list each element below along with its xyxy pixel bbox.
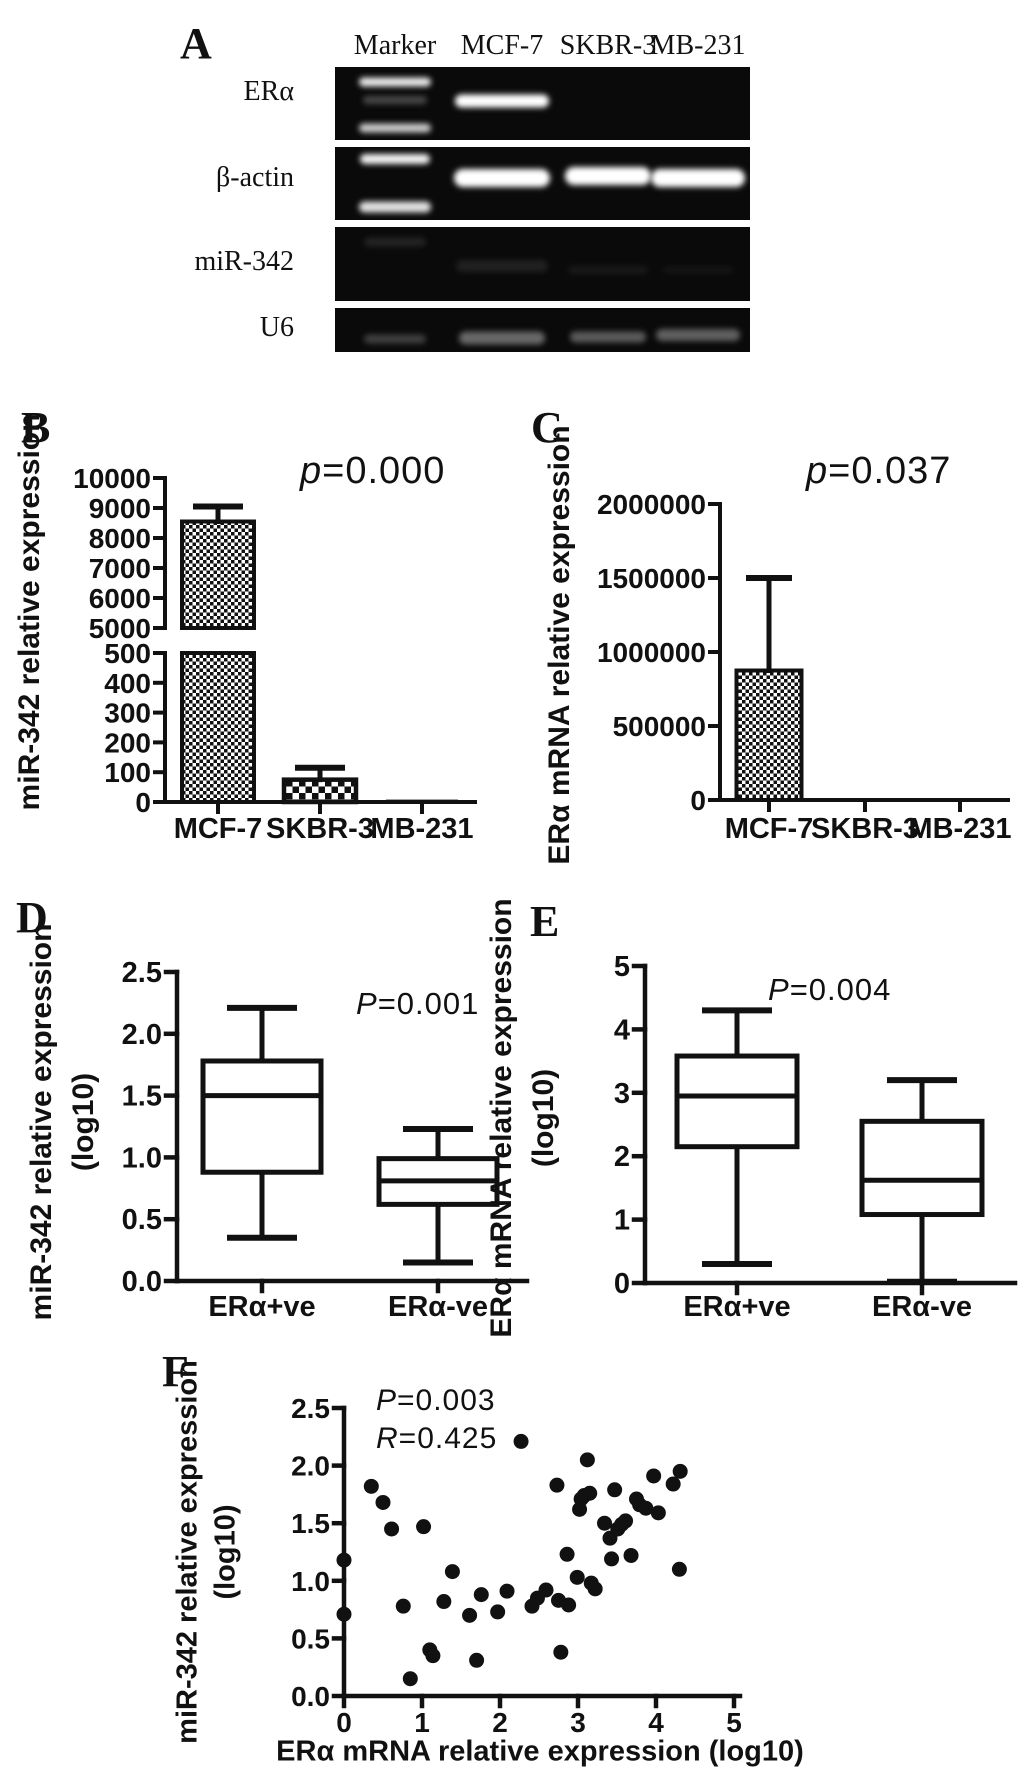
panel-b-ylabel: miR-342 relative expression (13, 413, 46, 811)
svg-text:100: 100 (104, 757, 151, 788)
panel-f-p-symbol: P (376, 1384, 398, 1417)
svg-text:2000000: 2000000 (597, 489, 706, 520)
panel-d-p-number: =0.001 (377, 986, 480, 1021)
svg-text:2.5: 2.5 (291, 1393, 330, 1424)
gel-row-label-bactin: β-actin (216, 162, 294, 193)
gel-row-label-u6: U6 (259, 312, 294, 343)
svg-text:3: 3 (570, 1707, 586, 1738)
svg-text:4: 4 (614, 1014, 630, 1046)
svg-text:9000: 9000 (89, 493, 151, 524)
panel-e-ylabel-line2: (log10) (527, 1068, 560, 1168)
svg-text:ERα-ve: ERα-ve (388, 1291, 488, 1323)
panel-f-r-symbol: R (376, 1422, 399, 1455)
svg-text:1: 1 (614, 1205, 630, 1237)
panel-c-pvalue: p=0.037 (806, 450, 951, 493)
svg-text:SKBR-3: SKBR-3 (266, 813, 374, 845)
svg-text:200: 200 (104, 727, 151, 758)
svg-text:400: 400 (104, 668, 151, 699)
panel-e-p-number: =0.004 (789, 972, 892, 1007)
panel-b-p-symbol: p (300, 450, 323, 492)
svg-text:0.0: 0.0 (122, 1266, 162, 1298)
gel-row-label-era: ERα (243, 76, 294, 107)
gel-lane-label-marker: Marker (353, 30, 437, 61)
svg-text:5: 5 (614, 951, 630, 983)
svg-text:6000: 6000 (89, 583, 151, 614)
panel-f-rvalue: R=0.425 (376, 1422, 497, 1456)
svg-text:ERα+ve: ERα+ve (683, 1291, 790, 1323)
svg-text:2: 2 (492, 1707, 508, 1738)
svg-text:500: 500 (104, 638, 151, 669)
svg-text:0.5: 0.5 (291, 1623, 330, 1654)
svg-text:1.0: 1.0 (122, 1142, 162, 1174)
gel-image (335, 67, 750, 352)
panel-d-letter: D (16, 893, 48, 942)
svg-text:5000: 5000 (89, 613, 151, 644)
svg-text:10000: 10000 (73, 463, 151, 494)
panel-b-p-number: =0.000 (322, 450, 446, 492)
svg-text:1000000: 1000000 (597, 637, 706, 668)
svg-text:1.5: 1.5 (122, 1081, 162, 1113)
panel-f-letter: F (162, 1347, 189, 1396)
svg-text:ERα+ve: ERα+ve (208, 1291, 315, 1323)
panel-e-letter: E (530, 897, 560, 946)
svg-text:0: 0 (336, 1707, 352, 1738)
svg-text:7000: 7000 (89, 553, 151, 584)
gel-lane-label-skbr3: SKBR-3 (559, 30, 657, 61)
panel-c-p-number: =0.037 (828, 450, 952, 492)
svg-text:300: 300 (104, 698, 151, 729)
svg-text:SKBR-3: SKBR-3 (811, 813, 919, 845)
charts: 5000600070008000900010000010020030040050… (73, 463, 1018, 1738)
panel-f-r-number: =0.425 (398, 1422, 498, 1455)
svg-text:0: 0 (690, 785, 706, 816)
panel-e-pvalue: P=0.004 (768, 972, 891, 1008)
svg-text:2: 2 (614, 1141, 630, 1173)
svg-text:5: 5 (726, 1707, 742, 1738)
panel-f-ylabel-line2: (log10) (209, 1504, 242, 1600)
panel-c-ylabel: ERα mRNA relative expression (543, 425, 576, 865)
panel-e-p-symbol: P (768, 972, 790, 1007)
svg-text:2.5: 2.5 (122, 957, 162, 989)
svg-text:1500000: 1500000 (597, 563, 706, 594)
panel-b-letter: B (21, 403, 51, 452)
panel-b-pvalue: p=0.000 (300, 450, 445, 493)
svg-text:1: 1 (414, 1707, 430, 1738)
panel-e-ylabel-line1: ERα mRNA relative expression (485, 898, 518, 1338)
panel-a-letter: A (180, 19, 212, 68)
gel-lane-label-mcf7: MCF-7 (460, 30, 544, 61)
svg-text:MB-231: MB-231 (370, 813, 473, 845)
panel-d-p-symbol: P (356, 986, 378, 1021)
svg-text:ERα-ve: ERα-ve (872, 1291, 972, 1323)
svg-text:MB-231: MB-231 (908, 813, 1011, 845)
svg-text:2.0: 2.0 (122, 1019, 162, 1051)
gel-row-label-mir342: miR-342 (194, 246, 294, 277)
svg-text:1.0: 1.0 (291, 1566, 330, 1597)
svg-text:4: 4 (648, 1707, 664, 1738)
gel-lane-label-mb231: MB-231 (650, 30, 746, 61)
panel-d-pvalue: P=0.001 (356, 986, 479, 1022)
svg-text:500000: 500000 (613, 711, 706, 742)
panel-f-pvalue: P=0.003 (376, 1384, 496, 1418)
panel-c-letter: C (531, 403, 563, 452)
svg-text:0: 0 (614, 1268, 630, 1300)
svg-text:2.0: 2.0 (291, 1451, 330, 1482)
svg-text:0: 0 (135, 787, 151, 818)
panel-d-ylabel-line2: (log10) (67, 1072, 100, 1172)
svg-text:0.0: 0.0 (291, 1681, 330, 1712)
panel-c-p-symbol: p (806, 450, 829, 492)
svg-text:MCF-7: MCF-7 (174, 813, 263, 845)
panel-f-p-number: =0.003 (397, 1384, 496, 1417)
panel-f-ylabel-line1: miR-342 relative expression (171, 1360, 204, 1744)
panel-f-xlabel: ERα mRNA relative expression (log10) (276, 1735, 804, 1768)
svg-text:3: 3 (614, 1078, 630, 1110)
svg-text:0.5: 0.5 (122, 1204, 162, 1236)
svg-text:MCF-7: MCF-7 (725, 813, 814, 845)
panel-d-ylabel-line1: miR-342 relative expression (25, 923, 58, 1321)
svg-text:1.5: 1.5 (291, 1508, 330, 1539)
svg-text:8000: 8000 (89, 523, 151, 554)
